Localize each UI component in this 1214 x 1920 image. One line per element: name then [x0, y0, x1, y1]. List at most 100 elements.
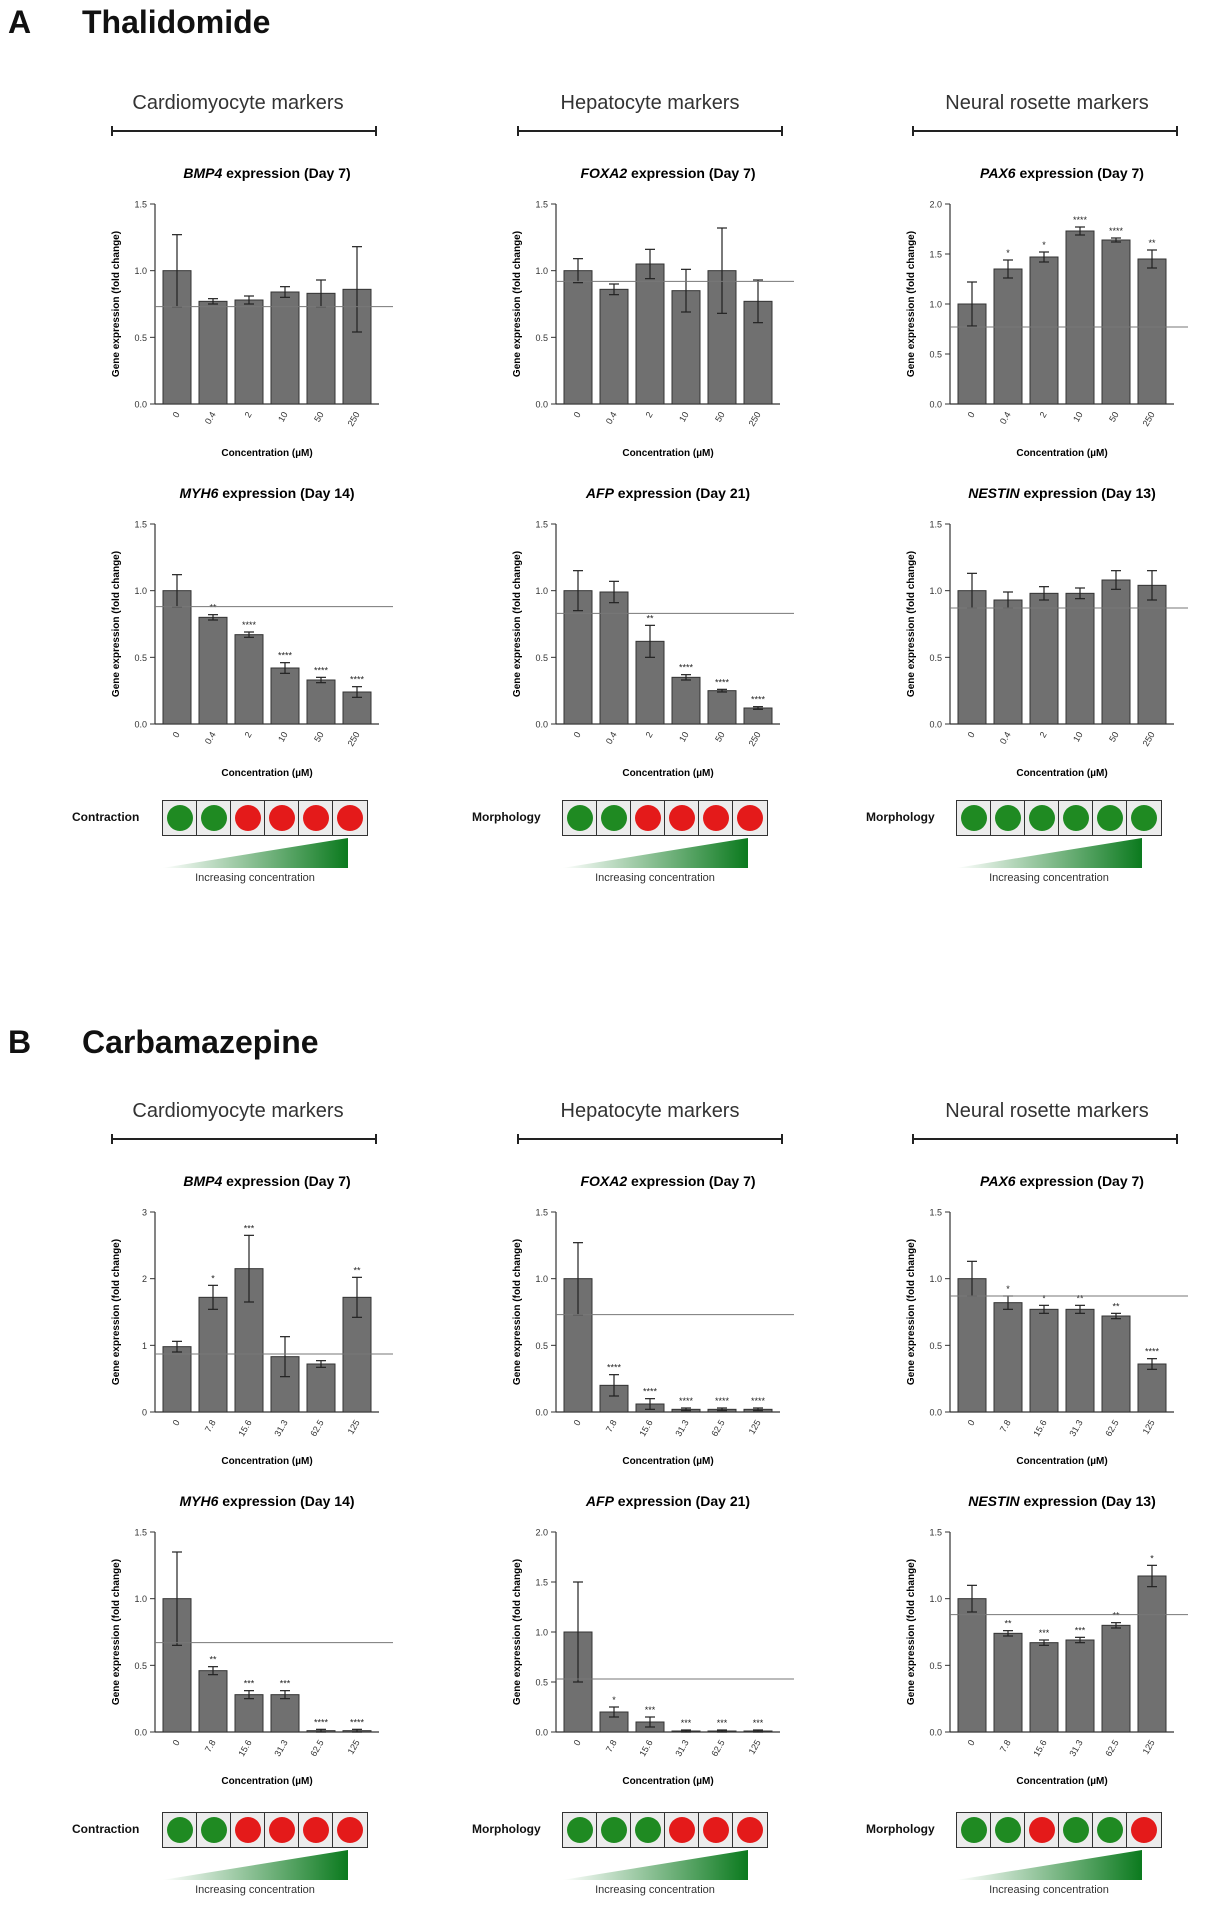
significance-label: ****: [679, 1396, 694, 1406]
chart-b-pax6: PAX6 expression (Day 7) 0.0 0.5 1.0 1.5 Gene …: [860, 1170, 1190, 1470]
y-tick-label: 1.5: [134, 520, 147, 530]
chart-title-suffix: expression (Day 7): [1016, 1173, 1144, 1189]
red-dot-icon: [234, 805, 261, 831]
chart-title-suffix: expression (Day 7): [627, 1173, 755, 1189]
indicator-cell: [1127, 1813, 1161, 1847]
chart-svg: AFP expression (Day 21) 0.0 0.5 1.0 1.5 2.0 Ge…: [512, 1493, 794, 1787]
x-tick-label: 0: [171, 1738, 182, 1747]
bar: [198, 616, 228, 725]
x-tick-label: 125: [346, 1738, 362, 1756]
indicator-cell: [699, 1813, 733, 1847]
x-tick-label: 7.8: [998, 1418, 1013, 1434]
significance-label: ****: [715, 677, 730, 687]
indicator-cell: [733, 801, 767, 835]
bar: [957, 1598, 987, 1733]
chart-title-gene: MYH6: [179, 485, 218, 501]
x-tick-label: 0.4: [203, 730, 218, 746]
x-tick-label: 15.6: [637, 1418, 654, 1438]
x-tick-label: 0: [171, 410, 182, 419]
x-tick-label: 2: [243, 730, 254, 739]
significance-label: *: [1042, 1293, 1046, 1303]
y-tick-label: 1.5: [134, 200, 147, 210]
bar: [743, 707, 773, 725]
significance-label: ****: [350, 1717, 365, 1727]
chart-a-myh6: MYH6 expression (Day 14) 0.0 0.5 1.0 1.5 Gene…: [65, 482, 395, 782]
bar: [1137, 258, 1167, 405]
indicator-cell: [563, 1813, 597, 1847]
significance-label: *: [211, 1273, 215, 1283]
y-tick-label: 1.0: [134, 586, 147, 596]
chart-title: MYH6 expression (Day 14): [179, 1493, 354, 1509]
x-tick-label: 50: [312, 730, 326, 744]
y-tick-label: 0.0: [535, 1408, 548, 1418]
x-tick-label: 10: [1071, 410, 1085, 424]
column-header-hepatocyte: Hepatocyte markers: [560, 1100, 740, 1122]
significance-label: ****: [1145, 1347, 1160, 1357]
indicator-cell: [1093, 1813, 1127, 1847]
bar: [1065, 1308, 1095, 1413]
y-tick-label: 1.0: [535, 1274, 548, 1284]
x-tick-label: 125: [346, 1418, 362, 1436]
green-dot-icon: [200, 805, 227, 831]
bar: [563, 270, 593, 405]
indicator-cell: [631, 1813, 665, 1847]
indicator-cell: [333, 1813, 367, 1847]
y-axis-label: Gene expression (fold change): [512, 1559, 523, 1705]
green-dot-icon: [1062, 1817, 1089, 1843]
x-tick-label: 125: [747, 1738, 763, 1756]
y-tick-label: 0.0: [134, 720, 147, 730]
significance-label: **: [1076, 1293, 1084, 1303]
red-dot-icon: [302, 1817, 329, 1843]
chart-svg: FOXA2 expression (Day 7) 0.0 0.5 1.0 1.5 Gene…: [512, 165, 794, 459]
significance-label: ****: [350, 675, 365, 685]
x-tick-label: 250: [346, 730, 362, 748]
bar: [1137, 1575, 1167, 1733]
x-tick-label: 62.5: [1103, 1418, 1120, 1438]
bar: [707, 690, 737, 725]
chart-svg: NESTIN expression (Day 13) 0.0 0.5 1.0 1.5 Ge…: [906, 485, 1188, 779]
bar: [270, 667, 300, 725]
y-tick-label: 1.0: [535, 586, 548, 596]
indicator-cells: [162, 1812, 368, 1848]
y-tick-label: 0: [142, 1408, 147, 1418]
y-tick-label: 0.5: [929, 1341, 942, 1351]
column-bracket: [517, 126, 783, 136]
green-dot-icon: [200, 1817, 227, 1843]
indicator-caption: Increasing concentration: [989, 1884, 1109, 1896]
chart-title-suffix: expression (Day 7): [222, 1173, 350, 1189]
significance-label: ****: [715, 1396, 730, 1406]
x-tick-label: 7.8: [203, 1418, 218, 1434]
concentration-ramp: [562, 1850, 748, 1880]
significance-label: **: [353, 1265, 361, 1275]
y-axis-label: Gene expression (fold change): [906, 231, 917, 377]
x-tick-label: 125: [747, 1418, 763, 1436]
x-tick-label: 0.4: [998, 410, 1013, 426]
y-tick-label: 0.0: [929, 400, 942, 410]
bar: [1029, 592, 1059, 725]
significance-label: *: [1150, 1553, 1154, 1563]
bar: [635, 263, 665, 405]
x-tick-label: 2: [243, 410, 254, 419]
significance-label: ****: [751, 695, 766, 705]
significance-label: ****: [242, 620, 257, 630]
indicator-cell: [163, 1813, 197, 1847]
bar: [198, 300, 228, 405]
x-tick-label: 10: [677, 410, 691, 424]
bar: [1101, 579, 1131, 725]
green-dot-icon: [994, 805, 1021, 831]
x-tick-label: 7.8: [604, 1418, 619, 1434]
bar: [198, 1296, 228, 1413]
concentration-ramp: [562, 838, 748, 868]
significance-label: ***: [244, 1679, 255, 1689]
y-tick-label: 2.0: [535, 1528, 548, 1538]
y-tick-label: 0.5: [535, 1678, 548, 1688]
y-tick-label: 0.5: [929, 350, 942, 360]
indicator-cell: [665, 801, 699, 835]
indicator-cell: [163, 801, 197, 835]
x-tick-label: 2: [1038, 410, 1049, 419]
y-tick-label: 0.5: [134, 1661, 147, 1671]
significance-label: ****: [314, 1717, 329, 1727]
chart-title: FOXA2 expression (Day 7): [580, 1173, 755, 1189]
chart-title: FOXA2 expression (Day 7): [580, 165, 755, 181]
x-tick-label: 10: [276, 730, 290, 744]
